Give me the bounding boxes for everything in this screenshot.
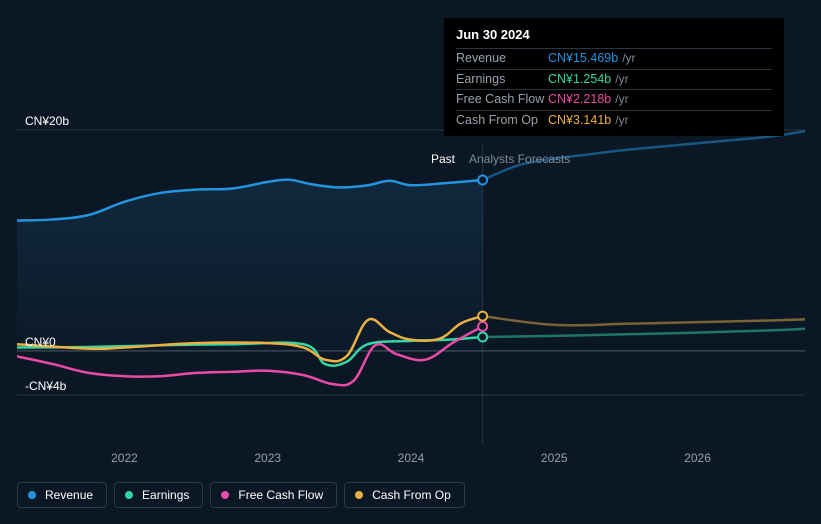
tooltip-row: EarningsCN¥1.254b/yr [456,69,772,90]
legend-dot-icon [355,491,363,499]
tooltip-row: Cash From OpCN¥3.141b/yr [456,110,772,131]
y-tick-label: -CN¥4b [25,379,66,393]
x-tick-label: 2024 [398,451,425,465]
x-tick-label: 2026 [684,451,711,465]
legend-dot-icon [221,491,229,499]
past-label: Past [431,152,455,166]
tooltip-row-label: Earnings [456,71,548,89]
x-tick-label: 2022 [111,451,138,465]
tooltip-row: RevenueCN¥15.469b/yr [456,48,772,69]
y-tick-label: CN¥0 [25,335,56,349]
tooltip-row-suffix: /yr [615,91,628,109]
tooltip-row-value: CN¥1.254b [548,71,611,89]
legend-label: Earnings [142,488,189,502]
marker-free-cash-flow [478,322,487,331]
tooltip-row-suffix: /yr [615,71,628,89]
tooltip-date: Jun 30 2024 [456,26,772,44]
legend-dot-icon [28,491,36,499]
legend-item-revenue[interactable]: Revenue [17,482,107,508]
legend-label: Cash From Op [372,488,451,502]
marker-cash-from-op [478,312,487,321]
tooltip-row-suffix: /yr [615,112,628,130]
legend-label: Free Cash Flow [238,488,323,502]
x-tick-label: 2023 [254,451,281,465]
legend-item-free-cash-flow[interactable]: Free Cash Flow [210,482,337,508]
tooltip-row-label: Free Cash Flow [456,91,548,109]
legend: Revenue Earnings Free Cash Flow Cash From O… [17,482,465,508]
marker-earnings [478,332,487,341]
tooltip-row-suffix: /yr [622,50,635,68]
tooltip-row-label: Cash From Op [456,112,548,130]
tooltip-row-label: Revenue [456,50,548,68]
marker-revenue [478,176,487,185]
forecast-label: Analysts Forecasts [469,152,570,166]
tooltip-row-value: CN¥3.141b [548,112,611,130]
tooltip-row-value: CN¥2.218b [548,91,611,109]
legend-item-earnings[interactable]: Earnings [114,482,203,508]
tooltip-row-value: CN¥15.469b [548,50,618,68]
legend-label: Revenue [45,488,93,502]
tooltip: Jun 30 2024 RevenueCN¥15.469b/yrEarnings… [444,18,784,136]
legend-dot-icon [125,491,133,499]
legend-item-cash-from-op[interactable]: Cash From Op [344,482,465,508]
tooltip-row: Free Cash FlowCN¥2.218b/yr [456,89,772,110]
y-tick-label: CN¥20b [25,114,69,128]
x-tick-label: 2025 [541,451,568,465]
